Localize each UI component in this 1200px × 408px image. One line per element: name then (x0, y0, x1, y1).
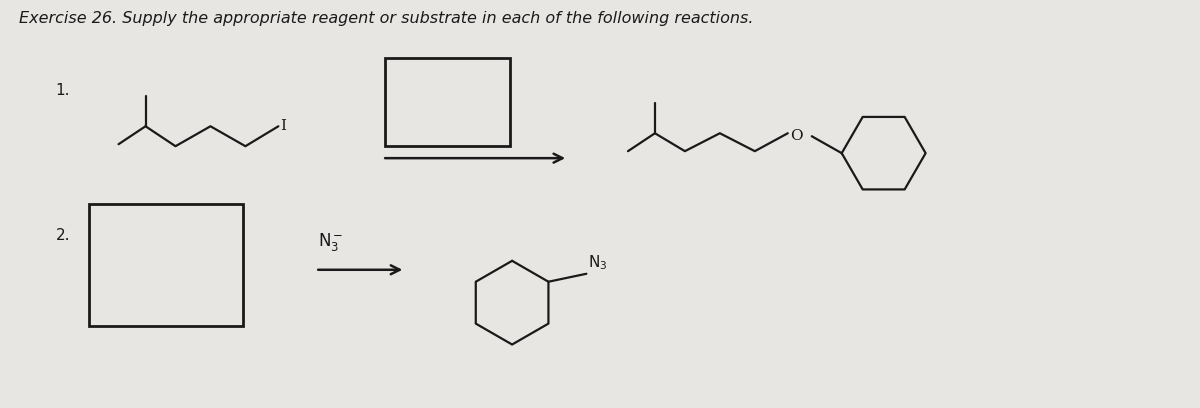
Text: $\mathrm{N_3}$: $\mathrm{N_3}$ (588, 253, 608, 272)
Text: Exercise 26. Supply the appropriate reagent or substrate in each of the followin: Exercise 26. Supply the appropriate reag… (19, 11, 754, 26)
Text: 2.: 2. (55, 228, 70, 244)
Bar (89, 204, 244, 326)
Bar (385, 58, 510, 146)
Text: 1.: 1. (55, 83, 70, 98)
Text: O: O (790, 129, 803, 143)
Text: $\mathrm{N_3^-}$: $\mathrm{N_3^-}$ (318, 231, 343, 253)
Text: I: I (281, 119, 287, 133)
